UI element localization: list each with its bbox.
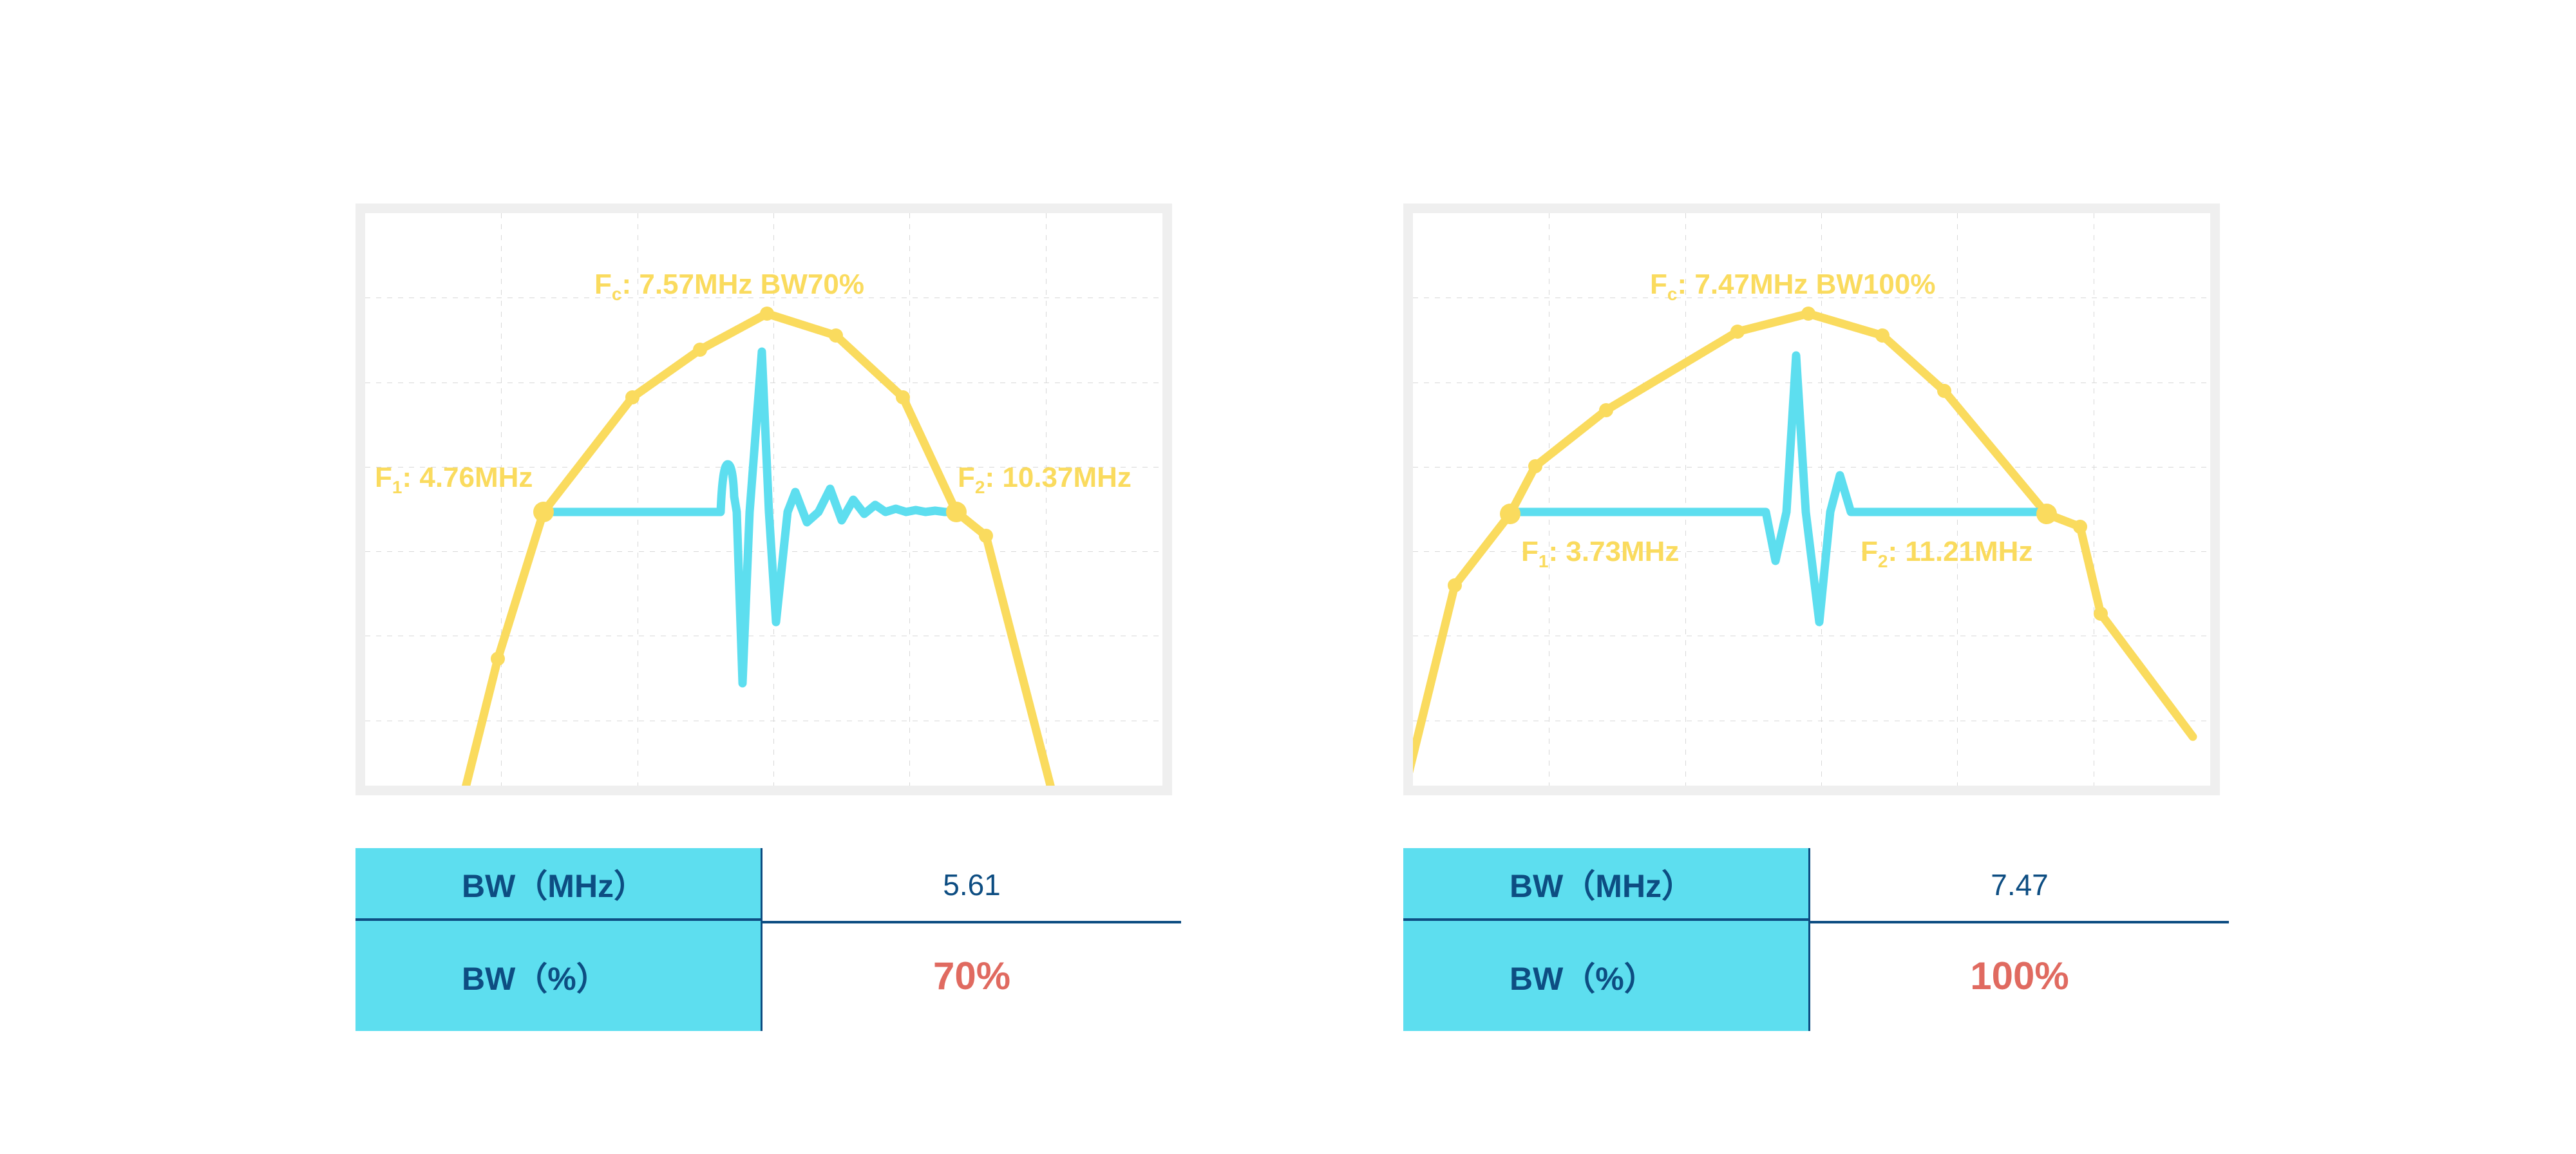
svg-text:F2: 11.21MHz: F2: 11.21MHz (1861, 536, 2032, 571)
svg-text:Fc: 7.57MHz BW70%: Fc: 7.57MHz BW70% (594, 269, 864, 304)
svg-text:F2: 10.37MHz: F2: 10.37MHz (958, 462, 1132, 497)
svg-text:F1: 3.73MHz: F1: 3.73MHz (1521, 536, 1679, 571)
svg-text:Fc: 7.47MHz BW100%: Fc: 7.47MHz BW100% (1650, 269, 1935, 304)
svg-text:F1: 4.76MHz: F1: 4.76MHz (375, 462, 533, 497)
